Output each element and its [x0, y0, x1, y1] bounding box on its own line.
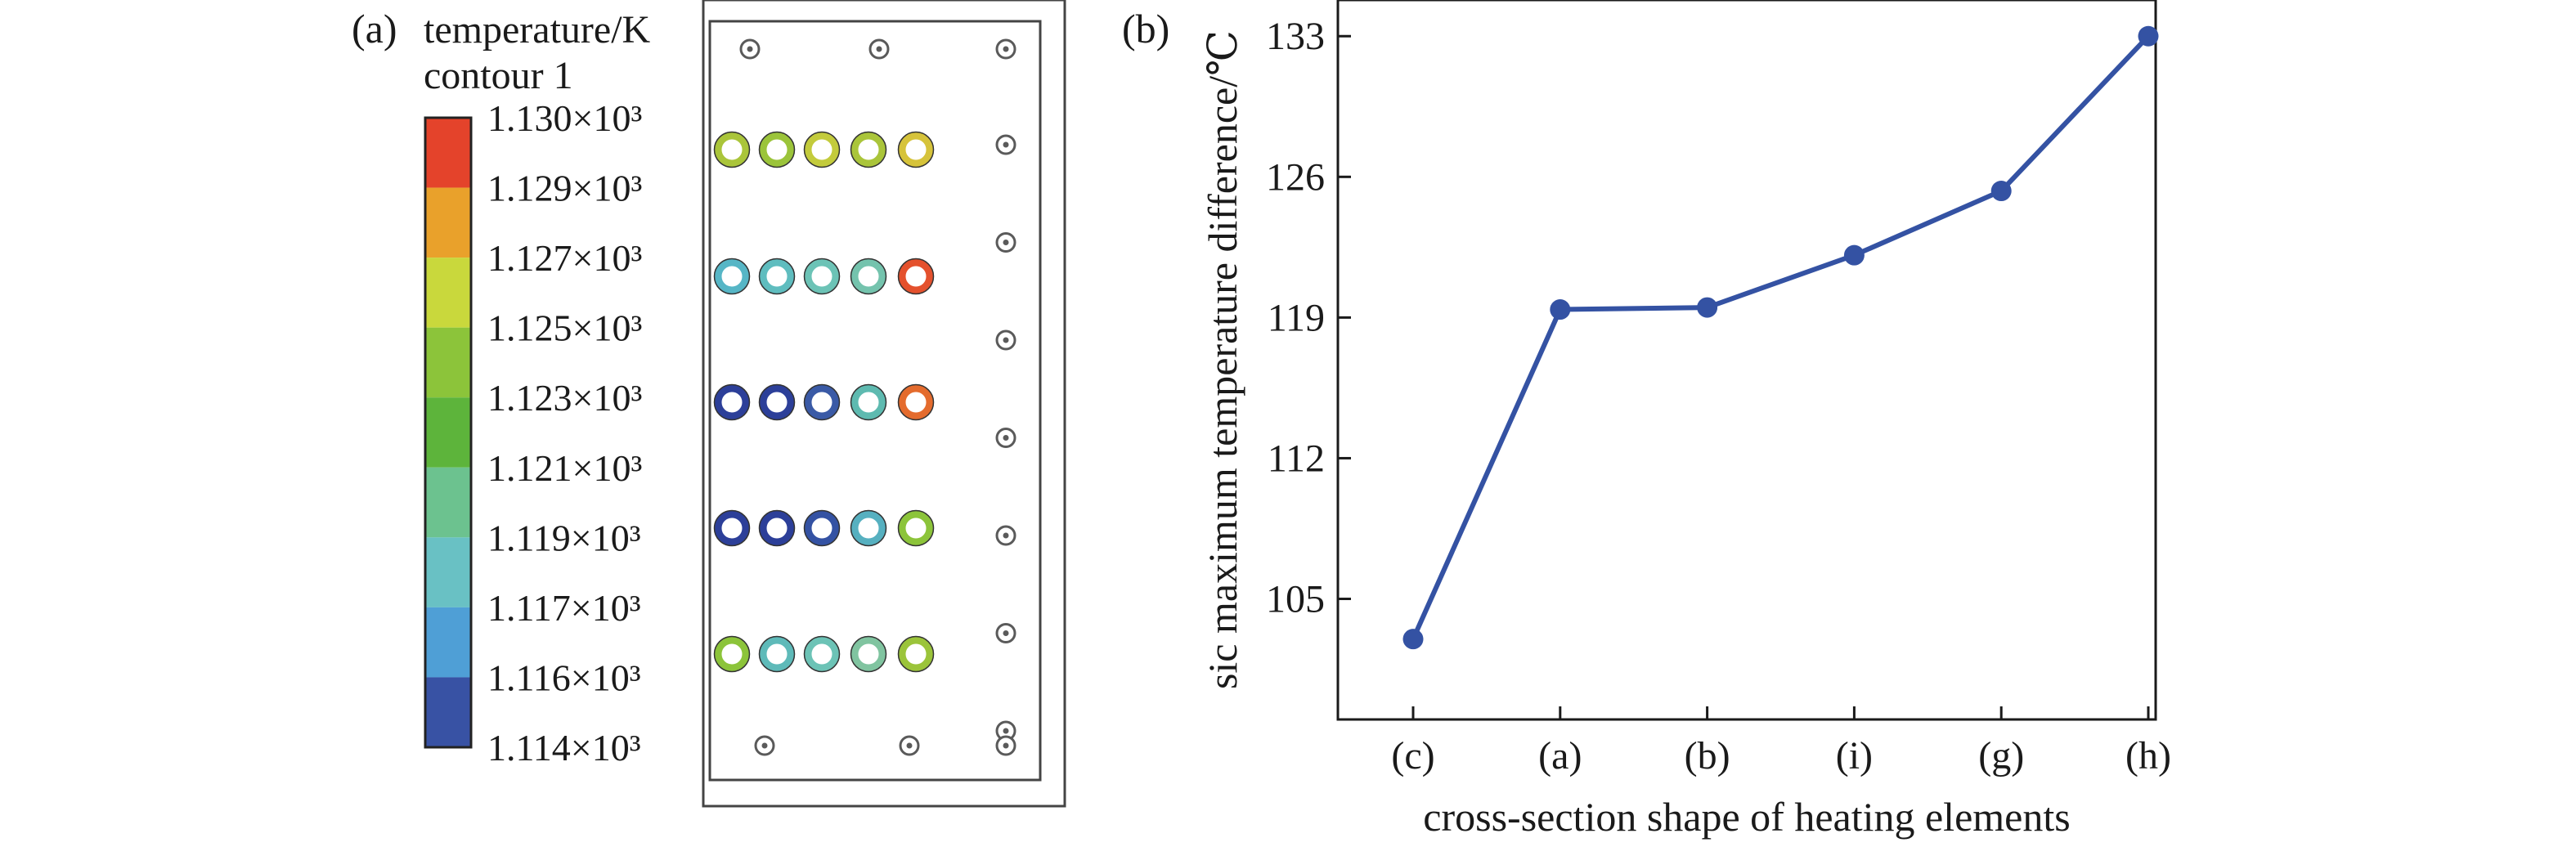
y-tick-label: 112 [1268, 437, 1325, 480]
colorbar-band [425, 467, 471, 538]
heater-ring [803, 635, 841, 673]
heater-ring [758, 131, 796, 168]
heater-ring [803, 258, 841, 295]
heater-ring [897, 131, 935, 168]
sensor-marker [995, 735, 1016, 756]
heater-ring [713, 383, 751, 421]
panel-b-label: (b) [1122, 6, 1169, 52]
sensor-marker [995, 428, 1016, 448]
data-point [1843, 244, 1865, 266]
heater-ring [758, 258, 796, 295]
x-tick-label: (c) [1391, 734, 1434, 778]
colorbar-band [425, 187, 471, 258]
x-axis: (c) (a) (b) (i) (g) (h) [1391, 706, 2171, 778]
heater-ring [803, 131, 841, 168]
series-polyline [1411, 34, 2151, 640]
sensor-marker [995, 232, 1016, 253]
heater-ring [713, 635, 751, 673]
panel-b-line-chart: (b) 105 112 119 126 133 (c) (a) (b) (i) (g) (h) c… [1122, 0, 2171, 840]
x-tick-label: (i) [1836, 734, 1873, 778]
data-point [1990, 181, 2012, 202]
colorbar-band [425, 258, 471, 328]
colorbar-band [425, 397, 471, 468]
sensor-marker [868, 38, 890, 60]
heater-ring [897, 635, 935, 673]
y-tick-label: 105 [1266, 578, 1325, 621]
y-tick-label: 119 [1268, 296, 1325, 339]
colorbar-band [425, 677, 471, 747]
furnace-inner-frame [708, 20, 1042, 782]
colorbar-labels: 1.130×10³ 1.129×10³ 1.127×10³ 1.125×10³ 1.12… [487, 97, 642, 769]
colorbar-title: temperature/K [424, 8, 651, 52]
heater-ring [758, 635, 796, 673]
heater-ring [713, 509, 751, 547]
sensor-marker [995, 134, 1016, 155]
sensor-marker [739, 38, 761, 60]
colorbar-label: 1.116×10³ [487, 657, 641, 698]
heater-ring [897, 509, 935, 547]
colorbar-label: 1.127×10³ [487, 237, 642, 279]
data-point [1697, 297, 1718, 318]
x-axis-title: cross-section shape of heating elements [1423, 794, 2070, 840]
colorbar-band [425, 607, 471, 678]
x-tick-label: (a) [1538, 734, 1582, 778]
colorbar-label: 1.119×10³ [487, 517, 641, 558]
y-axis-title: sic maximum temperature difference/℃ [1200, 30, 1245, 689]
heater-ring [758, 509, 796, 547]
colorbar-label: 1.123×10³ [487, 377, 642, 419]
heater-ring [850, 131, 887, 168]
y-tick-label: 126 [1266, 155, 1325, 199]
heater-ring [850, 635, 887, 673]
heater-ring [897, 383, 935, 421]
furnace-outer-frame [702, 0, 1066, 808]
heater-ring [758, 383, 796, 421]
heater-ring [803, 383, 841, 421]
colorbar-band [425, 118, 471, 188]
x-tick-label: (h) [2125, 734, 2171, 778]
colorbar-label: 1.121×10³ [487, 447, 642, 489]
colorbar-band [425, 327, 471, 398]
sensor-marker [995, 525, 1016, 546]
heater-ring [897, 258, 935, 295]
colorbar-label: 1.125×10³ [487, 307, 642, 349]
sensor-marker [995, 38, 1016, 60]
colorbar-label: 1.114×10³ [487, 727, 641, 769]
colorbar-subtitle: contour 1 [424, 54, 573, 97]
heater-ring [850, 383, 887, 421]
heater-rings [713, 131, 935, 673]
x-tick-label: (g) [1978, 734, 2024, 778]
heater-ring [713, 258, 751, 295]
plot-area-frame [1336, 0, 2157, 721]
heater-ring [803, 509, 841, 547]
data-point [1550, 299, 1571, 320]
x-tick-label: (b) [1685, 734, 1730, 778]
panel-a-contour-figure: (a) temperature/K contour 1 1.130×10³1.1… [352, 0, 1066, 808]
colorbar-label: 1.117×10³ [487, 587, 641, 629]
panel-a-label: (a) [352, 6, 397, 52]
y-axis: 105 112 119 126 133 [1266, 15, 1351, 621]
heater-ring [850, 509, 887, 547]
sensor-marker [899, 735, 920, 756]
sensor-markers [739, 38, 1016, 756]
heater-ring [850, 258, 887, 295]
data-point [1402, 629, 1424, 650]
heater-ring [713, 131, 751, 168]
temperature-colorbar [424, 116, 473, 749]
y-tick-label: 133 [1266, 15, 1325, 58]
data-point [2138, 25, 2159, 47]
colorbar-band [425, 537, 471, 607]
colorbar-frame [424, 116, 473, 749]
colorbar-label: 1.129×10³ [487, 168, 642, 209]
sensor-marker [754, 735, 775, 756]
colorbar-label: 1.130×10³ [487, 97, 642, 139]
contour-map [702, 0, 1066, 808]
sensor-marker [995, 623, 1016, 643]
sensor-marker [995, 329, 1016, 351]
series-line [1402, 25, 2159, 650]
